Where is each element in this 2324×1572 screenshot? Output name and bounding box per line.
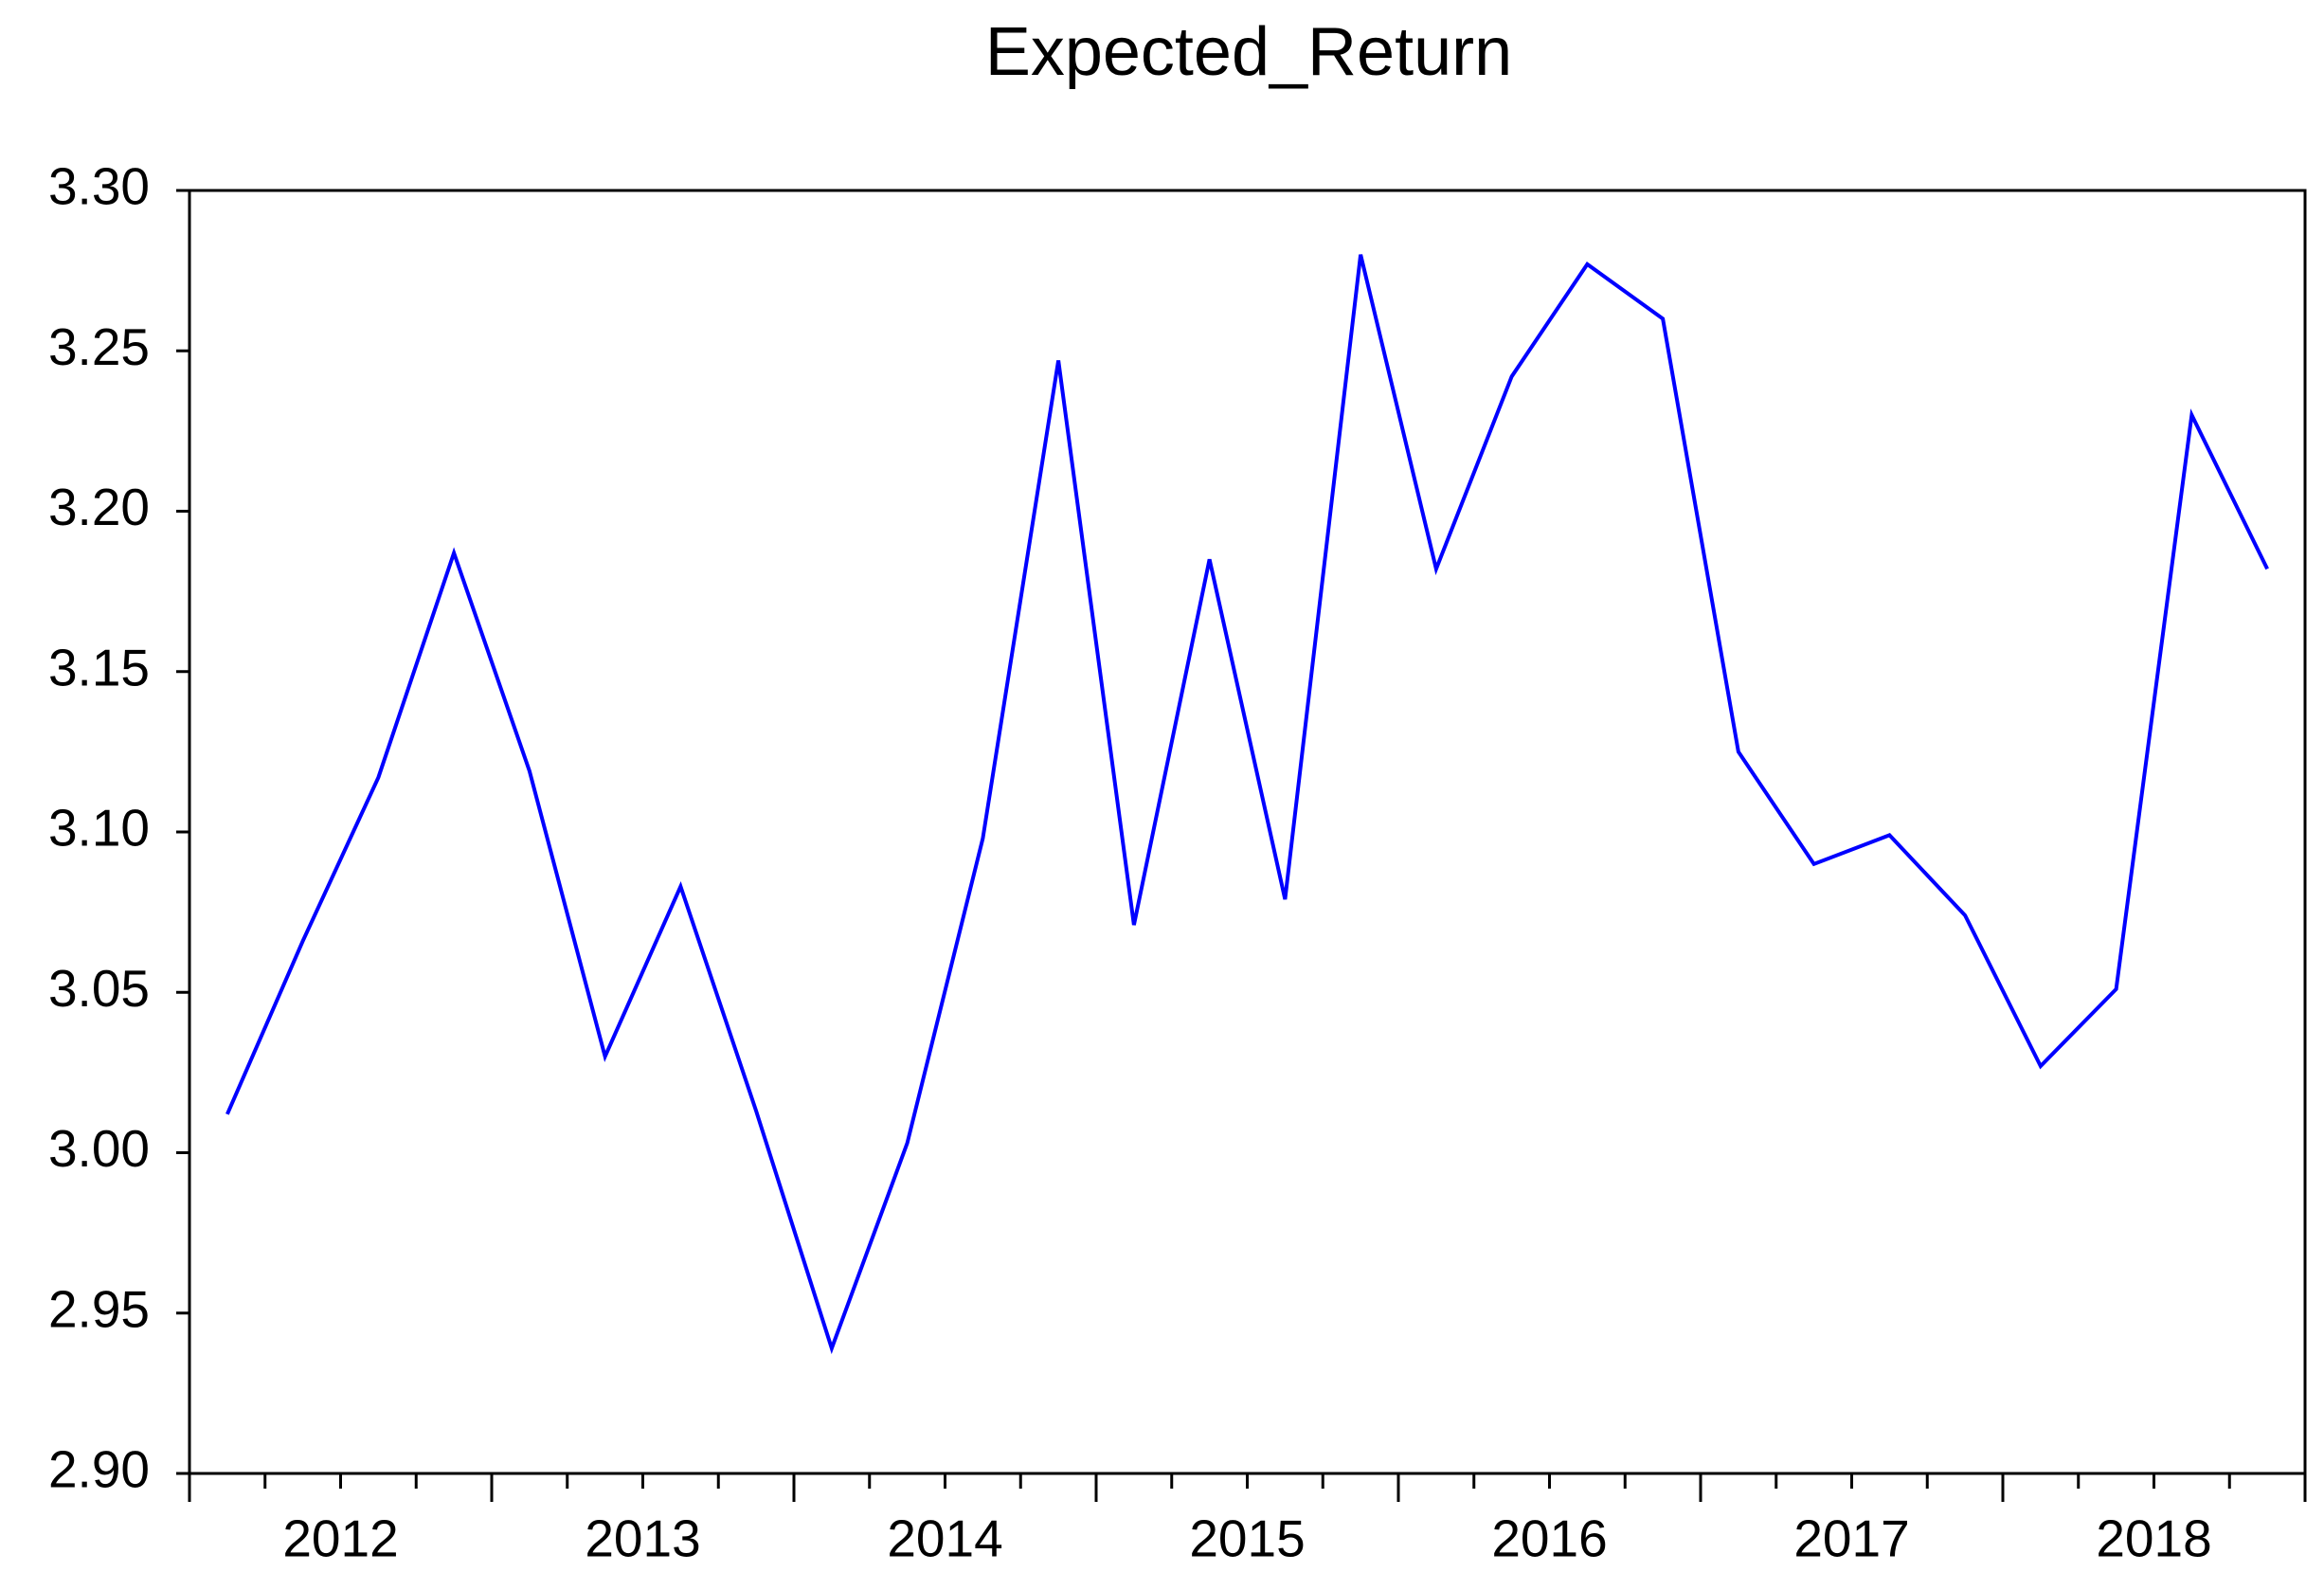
x-tick-label: 2018 bbox=[2096, 1509, 2211, 1568]
x-tick-label: 2014 bbox=[887, 1509, 1002, 1568]
y-tick-label: 3.05 bbox=[48, 959, 150, 1018]
x-tick-label: 2017 bbox=[1793, 1509, 1909, 1568]
x-tick-label: 2016 bbox=[1491, 1509, 1607, 1568]
y-tick-label: 2.90 bbox=[48, 1440, 150, 1499]
y-tick-label: 3.20 bbox=[48, 478, 150, 536]
y-tick-label: 3.30 bbox=[48, 157, 150, 216]
y-tick-label: 2.95 bbox=[48, 1279, 150, 1338]
y-tick-label: 3.25 bbox=[48, 317, 150, 376]
line-series bbox=[225, 254, 2269, 1355]
chart-title: Expected_Return bbox=[985, 14, 1512, 90]
x-tick-label: 2015 bbox=[1189, 1509, 1305, 1568]
y-tick-label: 3.15 bbox=[48, 638, 150, 696]
y-tick-label: 3.00 bbox=[48, 1119, 150, 1178]
plot-frame bbox=[188, 189, 2307, 1475]
y-tick-label: 3.10 bbox=[48, 799, 150, 858]
x-tick-label: 2012 bbox=[282, 1509, 398, 1568]
x-tick-label: 2013 bbox=[585, 1509, 700, 1568]
